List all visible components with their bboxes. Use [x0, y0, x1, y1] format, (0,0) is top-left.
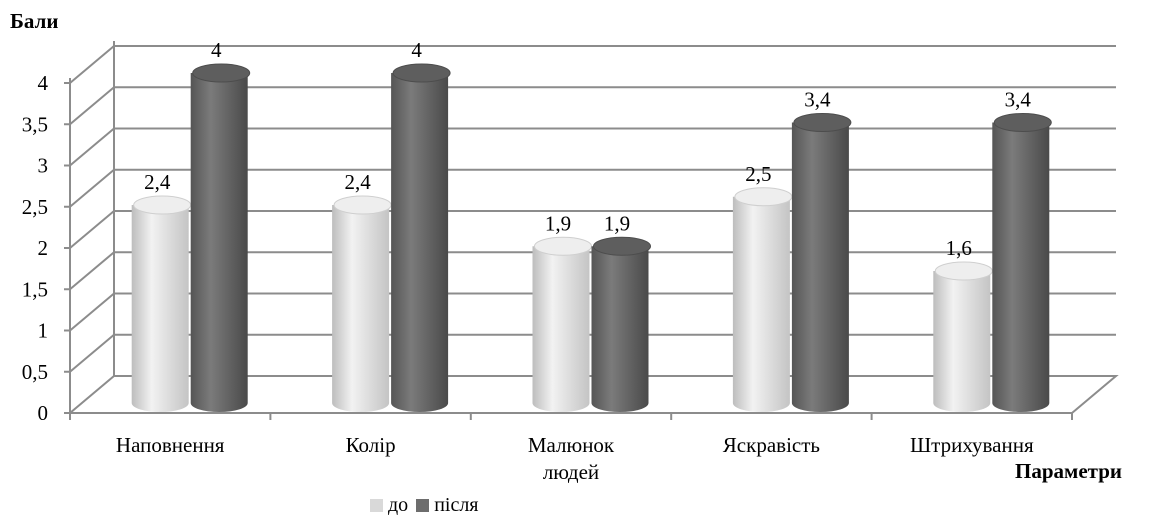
bar-top [993, 113, 1052, 132]
legend-swatch-after [416, 499, 430, 512]
gridline-side [69, 251, 115, 291]
bar-body [190, 73, 248, 412]
gridline-side [69, 168, 115, 208]
bar-after [791, 113, 852, 412]
data-label: 3,4 [1005, 88, 1032, 112]
x-category-labels: Наповнення Колір Малюнок людей Яскравість Штр… [116, 433, 1034, 484]
y-axis-title: Бали [10, 9, 58, 33]
gridline-side [69, 127, 115, 167]
bar-top [392, 63, 451, 83]
legend-label-before: до [388, 494, 409, 516]
bar-top [934, 261, 993, 281]
data-label: 1,9 [604, 211, 630, 235]
x-category-label: Яскравість [723, 433, 820, 457]
legend: до після [370, 494, 487, 517]
legend-swatch-before [370, 499, 383, 512]
bar-body [591, 246, 649, 412]
bar-top [734, 187, 793, 207]
data-label: 1,9 [545, 211, 571, 235]
bar-before [131, 195, 192, 412]
data-labels: 2,4 4 2,4 4 1,9 1,9 2,5 3,4 1,6 3,4 [144, 38, 1031, 260]
gridline-side [69, 45, 115, 84]
bar-before [933, 261, 993, 412]
bar-body [131, 205, 189, 412]
x-axis-title: Параметри [1015, 459, 1122, 483]
bar-top [192, 63, 251, 83]
bar-top [534, 236, 592, 256]
y-tick-label: 3,5 [22, 112, 48, 136]
bar-body [532, 246, 590, 412]
data-label: 4 [211, 38, 222, 62]
y-tick-label: 4 [38, 71, 49, 95]
data-label: 4 [411, 38, 422, 62]
x-category-label: Наповнення [116, 433, 225, 457]
y-tick-label: 1 [38, 319, 49, 343]
bar-body [791, 122, 849, 412]
y-tick-label: 2 [38, 236, 49, 260]
bar-before [532, 236, 592, 412]
bar-after [391, 63, 451, 412]
data-label: 1,6 [946, 236, 972, 260]
floor [67, 375, 1119, 414]
bar-top [593, 236, 651, 256]
legend-item-before: до [370, 494, 408, 517]
y-tick-label: 3 [38, 154, 49, 178]
bar-body [992, 122, 1050, 412]
data-label: 2,5 [745, 162, 771, 186]
bar-top [793, 113, 852, 132]
bar-after [591, 236, 651, 412]
gridline-side [69, 292, 115, 332]
data-label: 2,4 [144, 170, 171, 194]
data-label: 2,4 [344, 170, 371, 194]
y-tick-label: 2,5 [22, 195, 48, 219]
bar-top [133, 195, 192, 215]
bar-body [391, 73, 449, 412]
bar-body [933, 271, 991, 412]
y-tick-labels: 0 0,5 1 1,5 2 2,5 3 3,5 4 [22, 71, 49, 425]
bars [131, 63, 1052, 412]
bar-before [332, 195, 392, 412]
y-tick-label: 1,5 [22, 277, 48, 301]
legend-item-after: після [416, 494, 479, 517]
x-category-label: Штрихування [910, 433, 1034, 457]
bar-body [732, 196, 790, 412]
legend-label-after: після [434, 494, 479, 516]
bar-before [732, 187, 793, 412]
x-category-label: Малюнок людей [528, 433, 615, 484]
gridline-side [69, 210, 115, 249]
y-tick-label: 0 [38, 401, 49, 425]
data-label: 3,4 [804, 88, 831, 112]
bar-after [190, 63, 251, 412]
bar-top [333, 195, 392, 215]
gridline-side [69, 86, 115, 126]
gridline-side [69, 333, 115, 373]
bar-after [992, 113, 1052, 412]
bar-body [332, 205, 390, 412]
x-category-label: Колір [346, 433, 396, 457]
y-tick-label: 0,5 [22, 360, 48, 384]
